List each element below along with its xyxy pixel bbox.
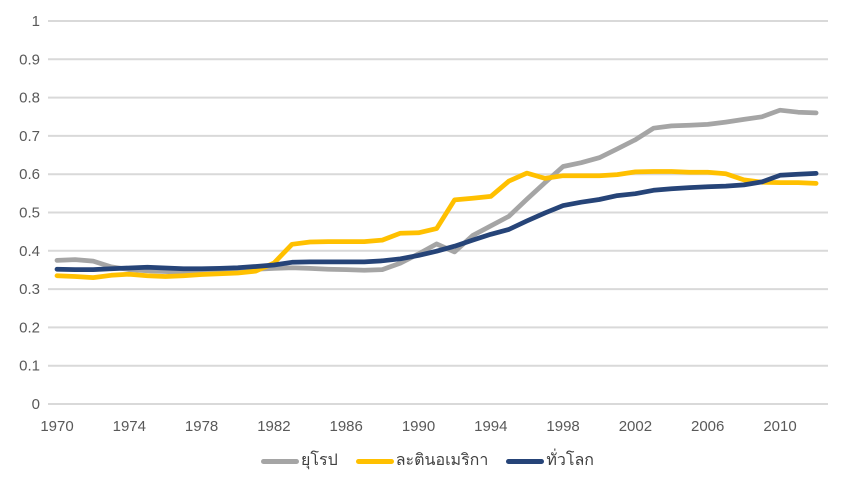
y-axis-tick-label: 0.1 — [19, 358, 40, 375]
y-axis-tick-label: 0.2 — [19, 319, 40, 336]
legend-label-europe: ยุโรป — [301, 452, 338, 469]
legend-label-global: ทั่วโลก — [546, 452, 594, 469]
y-axis-tick-label: 0.3 — [19, 281, 40, 298]
x-axis-tick-label: 1998 — [546, 418, 579, 435]
legend-item-global: ทั่วโลก — [506, 453, 594, 469]
x-axis-tick-label: 2006 — [691, 418, 724, 435]
x-axis-tick-label: 1974 — [113, 418, 146, 435]
y-axis-tick-label: 0 — [32, 396, 40, 413]
y-axis-tick-label: 0.7 — [19, 128, 40, 145]
x-axis-tick-label: 2002 — [619, 418, 652, 435]
x-axis-tick-label: 2010 — [763, 418, 796, 435]
europe-line-series — [54, 107, 819, 275]
chart-legend: ยุโรป ละตินอเมริกา ทั่วโลก — [0, 453, 855, 469]
legend-label-latin-america: ละตินอเมริกา — [395, 452, 489, 469]
y-axis-tick-label: 0.6 — [19, 166, 40, 183]
x-axis-tick-label: 1986 — [330, 418, 363, 435]
global-line-swatch-icon — [506, 458, 545, 464]
global-line-series — [54, 171, 819, 272]
x-axis-tick-label: 1970 — [40, 418, 73, 435]
y-axis-tick-label: 0.5 — [19, 205, 40, 222]
y-axis-tick-label: 0.4 — [19, 243, 40, 260]
x-axis-tick-label: 1994 — [474, 418, 507, 435]
europe-line-swatch-icon — [261, 458, 300, 464]
x-axis-tick-label: 1982 — [257, 418, 290, 435]
latin-america-line-series — [54, 169, 819, 280]
y-axis-tick-label: 0.8 — [19, 90, 40, 107]
x-axis-tick-label: 1978 — [185, 418, 218, 435]
legend-item-latin-america: ละตินอเมริกา — [355, 452, 489, 469]
x-axis-tick-label: 1990 — [402, 418, 435, 435]
y-axis-tick-label: 0.9 — [19, 51, 40, 68]
latin-america-line-swatch-icon — [355, 458, 394, 464]
y-axis-tick-label: 1 — [32, 13, 40, 30]
legend-item-europe: ยุโรป — [261, 453, 338, 469]
